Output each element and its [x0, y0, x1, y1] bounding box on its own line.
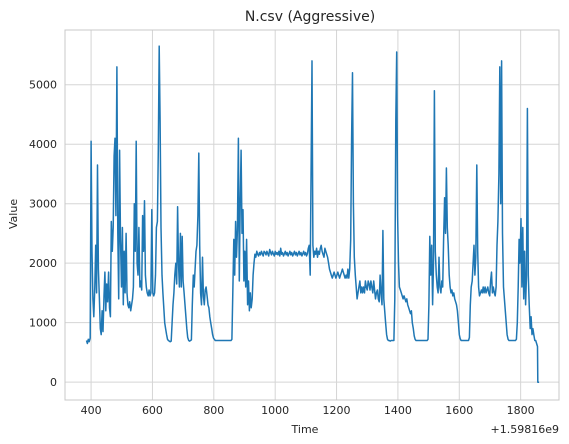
plot-area-frame	[64, 29, 560, 401]
x-tick-label: 1000	[261, 404, 289, 417]
y-tick-label: 5000	[29, 79, 57, 92]
x-tick-label: 1800	[507, 404, 535, 417]
x-tick-label: 1200	[323, 404, 351, 417]
x-tick-labels: 400 600 800 1000 1200 1400 1600 1800	[81, 404, 535, 417]
chart-title: N.csv (Aggressive)	[245, 9, 375, 25]
y-axis-label: Value	[7, 199, 20, 229]
x-tick-label: 400	[81, 404, 102, 417]
x-axis-offset-label: +1.59816e9	[491, 423, 559, 436]
y-tick-label: 2000	[29, 257, 57, 270]
y-tick-label: 0	[50, 376, 57, 389]
x-tick-label: 600	[142, 404, 163, 417]
x-tick-label: 800	[203, 404, 224, 417]
x-axis-label: Time	[291, 423, 319, 436]
y-tick-label: 1000	[29, 317, 57, 330]
y-tick-labels: 0 1000 2000 3000 4000 5000	[29, 79, 57, 389]
y-tick-label: 4000	[29, 138, 57, 151]
x-tick-label: 1400	[384, 404, 412, 417]
series-line	[85, 45, 540, 383]
x-tick-label: 1600	[445, 404, 473, 417]
y-tick-label: 3000	[29, 198, 57, 211]
series-group	[85, 45, 540, 383]
